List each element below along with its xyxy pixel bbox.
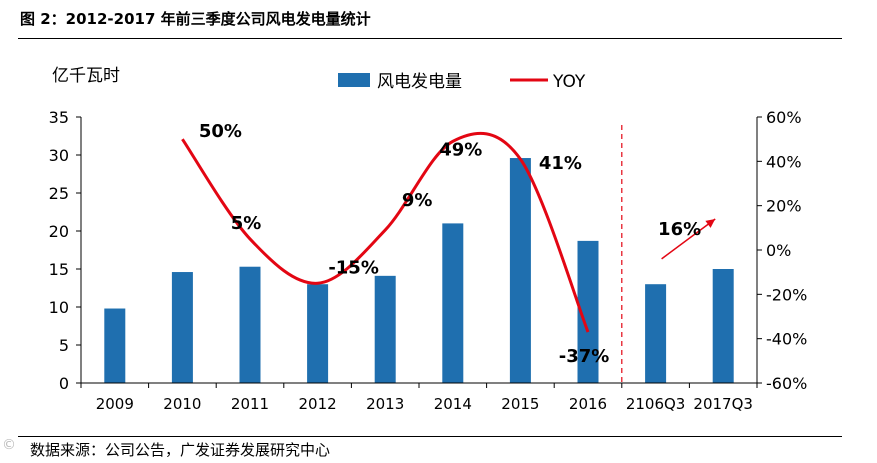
yoy-line bbox=[181, 131, 590, 333]
yoy-data-label-2015: 41% bbox=[539, 153, 582, 174]
y-tick-label-left: 0 bbox=[59, 374, 69, 393]
bar-2016 bbox=[577, 240, 599, 383]
bar-2106Q3 bbox=[645, 284, 667, 383]
yoy-data-label-2016: -37% bbox=[559, 346, 610, 367]
legend-swatch-bar bbox=[338, 73, 370, 87]
y-tick-label-right: 0% bbox=[766, 241, 791, 260]
yoy-data-label-2010: 50% bbox=[199, 121, 242, 142]
y-tick-label-left: 35 bbox=[49, 108, 69, 127]
yoy-data-label-2014: 49% bbox=[439, 139, 482, 160]
y-tick-label-right: -60% bbox=[766, 374, 807, 393]
y-tick-label-left: 10 bbox=[49, 298, 69, 317]
figure-title: 图 2：2012-2017 年前三季度公司风电发电量统计 bbox=[20, 10, 371, 28]
bar-2013 bbox=[374, 275, 396, 383]
x-tick-label: 2014 bbox=[434, 395, 472, 413]
bar-2012 bbox=[307, 284, 329, 383]
bar-2009 bbox=[104, 308, 126, 383]
y-tick-label-left: 25 bbox=[49, 184, 69, 203]
x-tick-label: 2012 bbox=[299, 395, 337, 413]
yoy-data-label-2012: -15% bbox=[328, 257, 379, 278]
yoy-data-label-2011: 5% bbox=[231, 213, 262, 234]
source-note: 数据来源：公司公告，广发证券发展研究中心 bbox=[30, 441, 331, 459]
bar-2011 bbox=[239, 266, 261, 383]
x-tick-label: 2017Q3 bbox=[693, 395, 753, 413]
y-tick-label-right: 40% bbox=[766, 152, 802, 171]
bottom-rule bbox=[18, 436, 842, 437]
watermark-text: © bbox=[2, 437, 16, 453]
x-tick-label: 2013 bbox=[366, 395, 404, 413]
x-tick-label: 2106Q3 bbox=[626, 395, 686, 413]
top-rule bbox=[18, 38, 842, 39]
legend-label-line: YOY bbox=[552, 72, 586, 92]
y-tick-label-right: -40% bbox=[766, 330, 807, 349]
x-tick-label: 2015 bbox=[501, 395, 539, 413]
bar-2015 bbox=[509, 158, 531, 383]
y-tick-label-left: 5 bbox=[59, 336, 69, 355]
annotation-arrow-head bbox=[705, 218, 716, 228]
annotation-arrow-line bbox=[661, 218, 716, 260]
y-tick-label-right: 20% bbox=[766, 197, 802, 216]
x-tick-label: 2011 bbox=[231, 395, 269, 413]
x-tick-label: 2009 bbox=[96, 395, 134, 413]
x-tick-label: 2016 bbox=[569, 395, 607, 413]
y-tick-label-left: 20 bbox=[49, 222, 69, 241]
y-axis-unit-label: 亿千瓦时 bbox=[52, 66, 120, 86]
bar-2010 bbox=[171, 272, 193, 383]
yoy-data-label-2013: 9% bbox=[402, 190, 433, 211]
legend-label-bar: 风电发电量 bbox=[377, 72, 462, 92]
y-tick-label-right: -20% bbox=[766, 285, 807, 304]
y-tick-label-right: 60% bbox=[766, 108, 802, 127]
bar-2017Q3 bbox=[712, 269, 734, 383]
annotation-label: 16% bbox=[658, 219, 701, 240]
bar-2014 bbox=[442, 223, 464, 383]
x-tick-label: 2010 bbox=[163, 395, 201, 413]
y-tick-label-left: 15 bbox=[49, 260, 69, 279]
y-tick-label-left: 30 bbox=[49, 146, 69, 165]
